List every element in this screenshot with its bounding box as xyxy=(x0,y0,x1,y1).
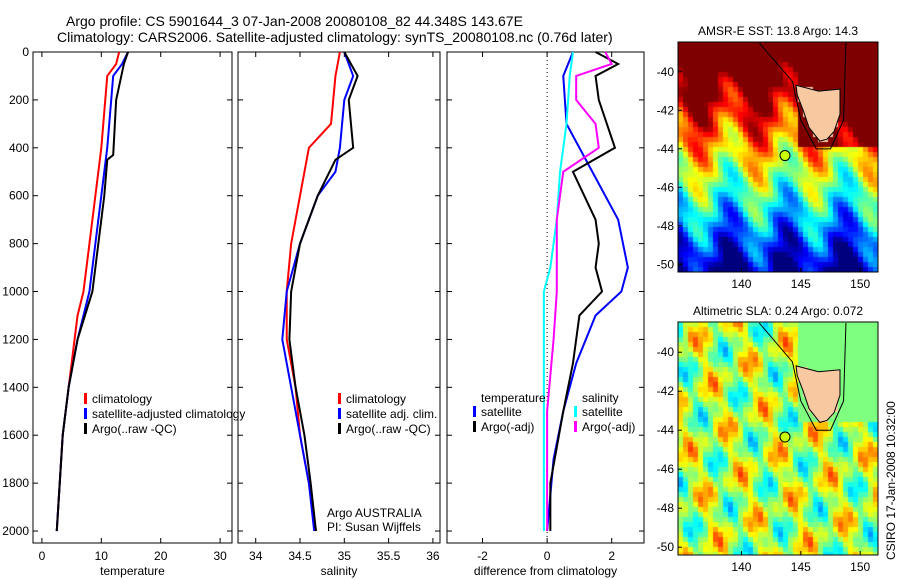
argo-location-marker xyxy=(779,150,791,162)
plot-frame-0 xyxy=(32,51,233,544)
map-frame xyxy=(677,321,879,556)
y-tick-label: 1000 xyxy=(2,285,29,299)
y-tick-label: 1600 xyxy=(2,428,29,442)
x-tick-label: 10 xyxy=(95,549,109,563)
legend-entry: satellite adj. clim. xyxy=(346,407,437,421)
series-line-satellite-adj-clim- xyxy=(281,51,355,532)
y-tick-label: 1200 xyxy=(2,332,29,346)
x-tick-label: 36 xyxy=(426,549,440,563)
x-tick-label: 30 xyxy=(213,549,227,563)
x-tick-label: 140 xyxy=(731,560,751,574)
legend-swatch xyxy=(473,406,476,417)
argo-location-marker xyxy=(779,431,791,443)
plot-frame-2 xyxy=(446,51,645,544)
legend-swatch xyxy=(338,393,341,404)
tasmania-land xyxy=(795,84,841,142)
series-line-salinity-argo-adj- xyxy=(546,51,614,532)
series-line-temperature-satellite xyxy=(546,51,629,532)
legend-header-salinity: salinity xyxy=(582,391,619,405)
legend-entry: satellite xyxy=(582,405,623,419)
y-tick-label: 200 xyxy=(9,93,29,107)
x-tick-label: 20 xyxy=(154,549,168,563)
annotation-line1: Argo AUSTRALIA xyxy=(327,506,422,520)
x-tick-label: 140 xyxy=(731,277,751,291)
legend-entry: Argo(..raw -QC) xyxy=(346,422,431,436)
y-tick-label: -44 xyxy=(657,423,675,437)
x-axis-label: salinity xyxy=(321,564,358,578)
y-tick-label: 600 xyxy=(9,189,29,203)
series-line-temperature-argo-adj- xyxy=(549,51,621,532)
series-line-salinity-satellite xyxy=(542,51,574,532)
x-tick-label: 150 xyxy=(850,560,870,574)
legend-swatch xyxy=(84,408,87,419)
legend-entry: climatology xyxy=(346,392,406,406)
x-tick-label: 35.5 xyxy=(377,549,401,563)
map-title: Altimetric SLA: 0.24 Argo: 0.072 xyxy=(693,304,863,318)
y-tick-label: 1800 xyxy=(2,476,29,490)
legend-entry: satellite-adjusted climatology xyxy=(92,407,245,421)
legend-entry: satellite xyxy=(481,405,522,419)
y-tick-label: -50 xyxy=(657,257,675,271)
timestamp-label: CSIRO 17-Jan-2008 10:32:00 xyxy=(884,401,898,560)
legend-entry: Argo(-adj) xyxy=(481,420,534,434)
y-tick-label: -42 xyxy=(657,384,675,398)
figure-title-line1: Argo profile: CS 5901644_3 07-Jan-2008 2… xyxy=(66,13,523,29)
legend-swatch xyxy=(574,421,577,432)
y-tick-label: -46 xyxy=(657,462,675,476)
map-title: AMSR-E SST: 13.8 Argo: 14.3 xyxy=(698,24,858,38)
x-tick-label: 34.5 xyxy=(288,549,312,563)
tasmania-land xyxy=(795,365,841,423)
bathymetry-contour xyxy=(758,322,847,431)
x-tick-label: 2 xyxy=(608,549,615,563)
x-axis-label: difference from climatology xyxy=(474,564,617,578)
series-line-argo-raw-qc- xyxy=(55,51,129,532)
x-axis-label: temperature xyxy=(100,564,165,578)
legend-swatch xyxy=(338,423,341,434)
x-tick-label: 35 xyxy=(338,549,352,563)
x-tick-label: 34 xyxy=(249,549,263,563)
series-line-climatology xyxy=(285,51,341,532)
y-tick-label: 1400 xyxy=(2,380,29,394)
y-tick-label: -46 xyxy=(657,180,675,194)
plot-frame-1 xyxy=(237,51,441,544)
y-tick-label: 2000 xyxy=(2,524,29,538)
x-tick-label: -2 xyxy=(477,549,488,563)
legend-entry: climatology xyxy=(92,392,152,406)
y-tick-label: 800 xyxy=(9,237,29,251)
y-tick-label: -42 xyxy=(657,103,675,117)
legend-header-temperature: temperature xyxy=(481,391,546,405)
legend-swatch xyxy=(473,421,476,432)
map-frame xyxy=(677,41,879,273)
y-tick-label: -48 xyxy=(657,219,675,233)
series-line-argo-raw-qc- xyxy=(288,51,359,532)
legend-entry: Argo(-adj) xyxy=(582,420,635,434)
y-tick-label: -40 xyxy=(657,65,675,79)
legend-swatch xyxy=(338,408,341,419)
y-tick-label: -50 xyxy=(657,540,675,554)
y-tick-label: 0 xyxy=(22,45,29,59)
y-tick-label: 400 xyxy=(9,141,29,155)
y-tick-label: -48 xyxy=(657,501,675,515)
legend-swatch xyxy=(84,423,87,434)
x-tick-label: 0 xyxy=(544,549,551,563)
legend-swatch xyxy=(84,393,87,404)
legend-swatch xyxy=(574,406,577,417)
annotation-line2: PI: Susan Wijffels xyxy=(327,520,421,534)
figure-title-line2: Climatology: CARS2006. Satellite-adjuste… xyxy=(57,29,613,45)
x-tick-label: 145 xyxy=(791,277,811,291)
x-tick-label: 0 xyxy=(39,549,46,563)
y-tick-label: -40 xyxy=(657,345,675,359)
x-tick-label: 150 xyxy=(850,277,870,291)
y-tick-label: -44 xyxy=(657,142,675,156)
x-tick-label: 145 xyxy=(791,560,811,574)
bathymetry-contour xyxy=(758,42,847,150)
legend-entry: Argo(..raw -QC) xyxy=(92,422,177,436)
